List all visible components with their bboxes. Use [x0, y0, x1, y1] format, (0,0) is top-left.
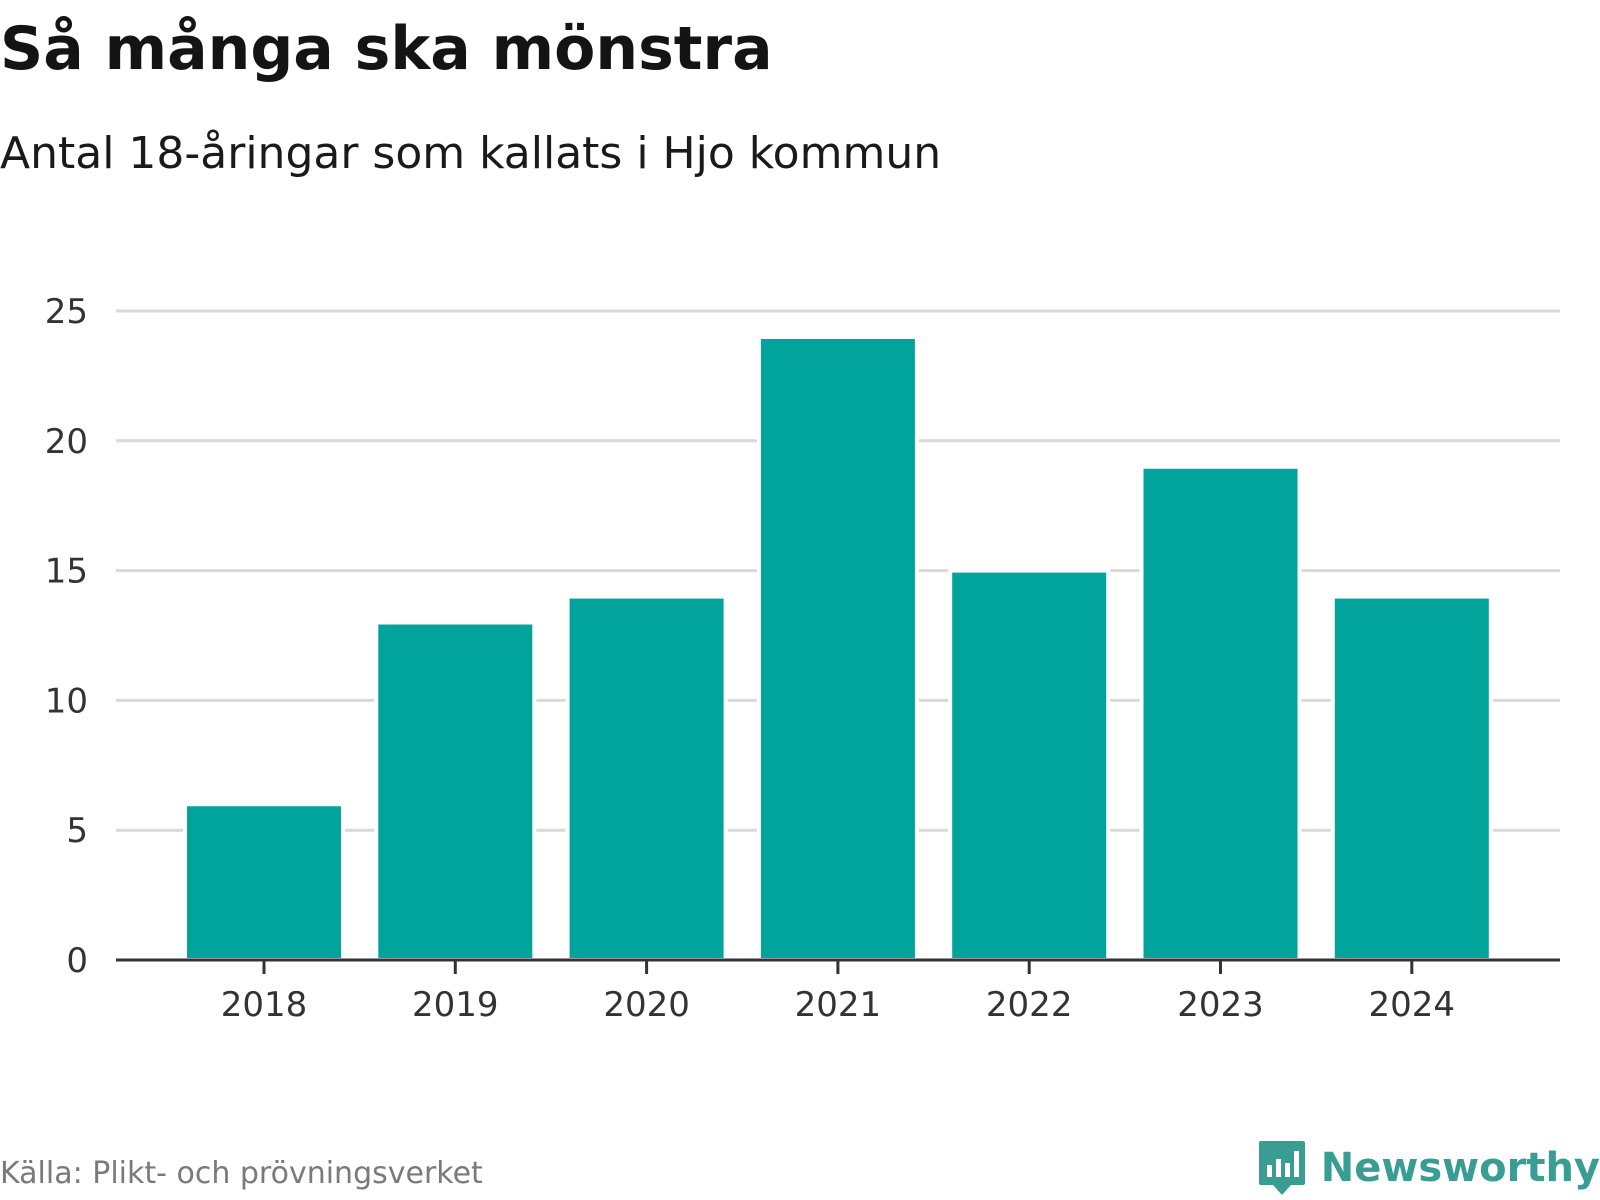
x-axis-ticks: 2018 2019 2020 2021 2022 2023 2024 [221, 960, 1455, 1025]
bars [183, 334, 1493, 963]
chart-subtitle: Antal 18-åringar som kallats i Hjo kommu… [0, 128, 942, 179]
y-tick-label: 5 [66, 811, 88, 851]
y-axis-ticks: 0 5 10 15 20 25 [45, 292, 88, 981]
x-tick-label: 2021 [795, 985, 882, 1025]
x-tick-label: 2018 [221, 985, 308, 1025]
bar-2019 [374, 620, 537, 963]
source-note: Källa: Plikt- och prövningsverket [0, 1156, 483, 1191]
x-tick-label: 2019 [412, 985, 499, 1025]
brand-logo: Newsworthy [1257, 1140, 1600, 1196]
y-tick-label: 10 [45, 681, 88, 721]
bar-2021 [756, 334, 919, 962]
x-tick-label: 2024 [1369, 985, 1456, 1025]
y-tick-label: 20 [45, 422, 88, 462]
x-tick-label: 2023 [1177, 985, 1264, 1025]
bar-2022 [948, 568, 1111, 962]
bar-2024 [1330, 594, 1493, 962]
x-tick-label: 2020 [603, 985, 690, 1025]
newsworthy-bar-chart-icon [1258, 1141, 1305, 1195]
y-tick-label: 0 [66, 941, 88, 981]
x-tick-label: 2022 [986, 985, 1073, 1025]
bar-2018 [183, 802, 345, 962]
chart-title: Så många ska mönstra [0, 14, 773, 84]
brand-name: Newsworthy [1320, 1145, 1600, 1191]
y-tick-label: 25 [45, 292, 88, 332]
bar-2023 [1139, 464, 1302, 962]
y-tick-label: 15 [45, 552, 88, 592]
bar-2020 [565, 594, 728, 962]
